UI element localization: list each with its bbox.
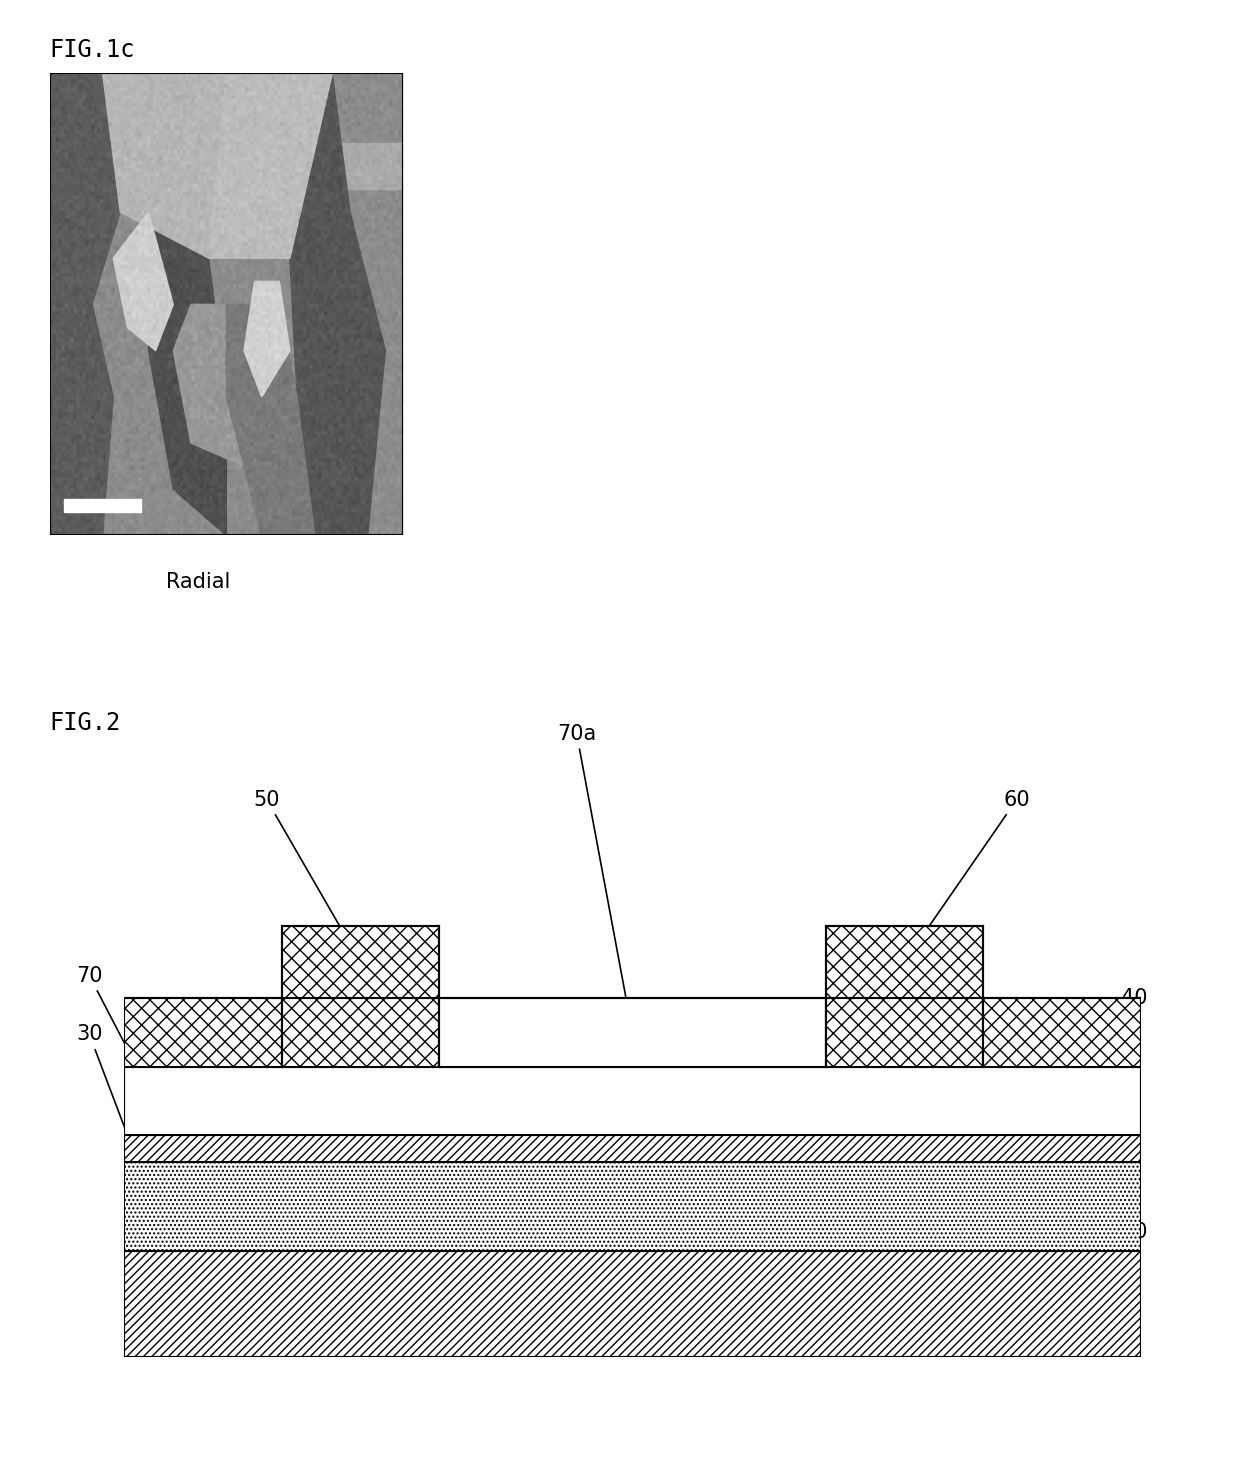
- Bar: [124, 1067, 1141, 1135]
- Polygon shape: [149, 73, 226, 535]
- Text: FIG.2: FIG.2: [50, 711, 120, 735]
- Bar: [124, 998, 281, 1067]
- Bar: [826, 998, 983, 1067]
- Text: 70: 70: [76, 965, 154, 1099]
- Text: 70a: 70a: [557, 723, 632, 1030]
- Bar: [439, 998, 826, 1067]
- Bar: [124, 1162, 1141, 1251]
- Text: 60: 60: [906, 789, 1030, 959]
- Text: FIG.1c: FIG.1c: [50, 38, 135, 62]
- Text: 20: 20: [1121, 1222, 1148, 1301]
- Polygon shape: [244, 282, 290, 396]
- Bar: [281, 998, 439, 1067]
- Bar: [124, 1251, 1141, 1357]
- Polygon shape: [290, 73, 386, 535]
- Bar: [124, 1135, 1141, 1162]
- Text: 40: 40: [1121, 987, 1148, 1146]
- Bar: [63, 499, 141, 512]
- Polygon shape: [174, 305, 262, 467]
- Polygon shape: [208, 73, 332, 258]
- Text: 30: 30: [76, 1024, 154, 1204]
- Text: 50: 50: [253, 789, 360, 959]
- Polygon shape: [103, 73, 226, 258]
- Bar: [826, 926, 983, 998]
- Bar: [281, 926, 439, 998]
- Polygon shape: [50, 142, 403, 189]
- Polygon shape: [226, 305, 315, 535]
- Polygon shape: [50, 73, 120, 535]
- Bar: [983, 998, 1141, 1067]
- Text: Radial: Radial: [166, 572, 231, 593]
- Polygon shape: [113, 213, 174, 351]
